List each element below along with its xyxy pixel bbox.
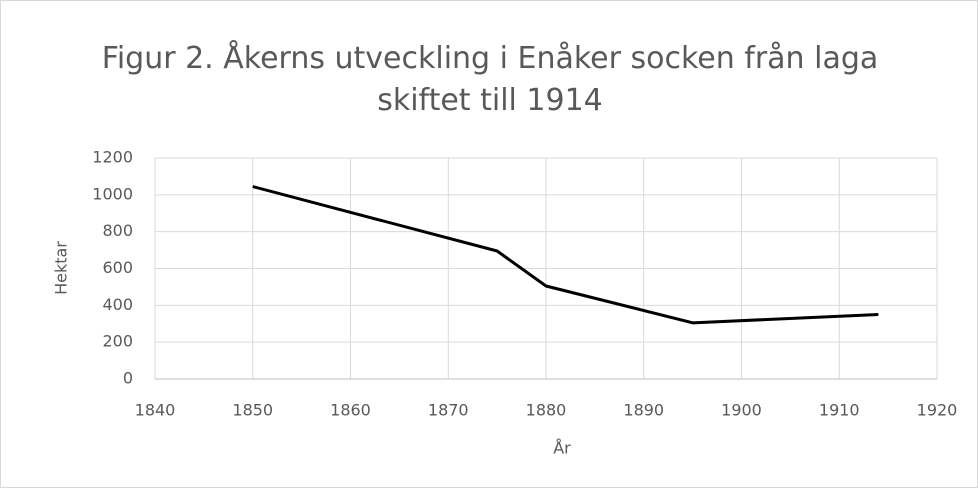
- x-tick-label: 1850: [232, 401, 273, 420]
- chart-title: Figur 2. Åkerns utveckling i Enåker sock…: [101, 41, 879, 118]
- y-axis-title: Hektar: [52, 241, 71, 295]
- y-tick-label: 400: [102, 295, 133, 314]
- y-tick-label: 1200: [92, 148, 133, 167]
- y-tick-label: 800: [102, 221, 133, 240]
- x-axis-title: År: [553, 439, 571, 458]
- data-line: [252, 185, 879, 325]
- x-tick-label: 1860: [330, 401, 371, 420]
- y-tick-label: 1000: [92, 184, 133, 203]
- y-tick-label: 200: [102, 332, 133, 351]
- x-tick-label: 1840: [135, 401, 176, 420]
- x-tick-label: 1890: [623, 401, 664, 420]
- x-tick-label: 1900: [721, 401, 762, 420]
- y-tick-label: 0: [123, 369, 133, 388]
- x-tick-label: 1920: [917, 401, 958, 420]
- x-tick-label: 1880: [526, 401, 567, 420]
- y-tick-label: 600: [102, 258, 133, 277]
- x-tick-label: 1870: [428, 401, 469, 420]
- x-tick-label: 1910: [819, 401, 860, 420]
